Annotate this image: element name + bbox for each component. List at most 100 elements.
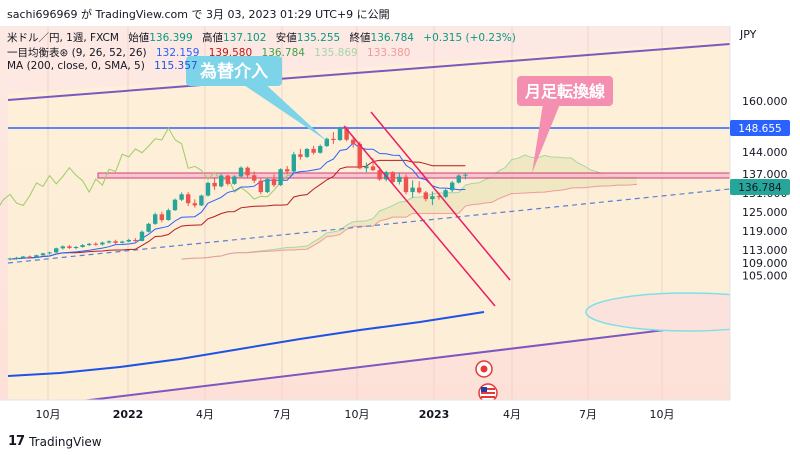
- candle-body: [265, 179, 270, 193]
- candle-body: [192, 203, 197, 206]
- candle-body: [219, 175, 224, 187]
- candle-body: [370, 166, 376, 171]
- time-tick-label: 7月: [273, 408, 291, 421]
- legend-open-label: 始値: [128, 32, 150, 44]
- ichimoku-cloud: [181, 154, 638, 260]
- candle-body: [403, 176, 409, 193]
- candle-body: [436, 196, 442, 198]
- candle-body: [139, 231, 145, 241]
- monthly-reversal-label: 月足転換線: [524, 82, 605, 101]
- candle-body: [298, 154, 303, 157]
- legend-change: +0.315 (+0.23%): [423, 32, 516, 44]
- price-tick-label: 119.000: [742, 225, 788, 238]
- legend-ichimoku-kijun: 139.580: [208, 47, 253, 59]
- tenkan-line: [9, 142, 466, 260]
- monthly-reversal-callout[interactable]: 月足転換線: [517, 76, 613, 173]
- candle-body: [14, 257, 19, 259]
- legend-close-label: 終値: [349, 32, 371, 44]
- hline-price-label: 148.655: [738, 123, 781, 135]
- legend-ichimoku-senkou-b: 133.380: [367, 47, 411, 59]
- publish-header: sachi696969 が TradingView.com で 3月 03, 2…: [0, 0, 800, 26]
- candle-body: [225, 175, 230, 184]
- event-icon-economic[interactable]: [475, 360, 493, 378]
- price-axis[interactable]: [730, 26, 800, 400]
- candle-body: [318, 146, 323, 153]
- candle-body: [232, 176, 237, 184]
- last-price-tag: [730, 179, 790, 195]
- legend-ichimoku-tenkan: 132.159: [155, 47, 200, 59]
- price-axis-currency: JPY: [739, 28, 757, 41]
- chart-area[interactable]: 為替介入 月足転換線 JPY 160.000152.000144.000137.…: [0, 26, 800, 427]
- intervention-callout[interactable]: 為替介入: [186, 56, 327, 141]
- candle-body: [271, 179, 277, 186]
- candle-body: [324, 138, 329, 147]
- candle-body: [377, 170, 382, 180]
- candle-body: [278, 169, 283, 186]
- legend-ma-line: MA (200, close, 0, SMA, 5) 115.357: [7, 60, 198, 72]
- candle-body: [87, 243, 92, 246]
- candle-body: [54, 248, 59, 253]
- candle-body: [166, 210, 171, 221]
- candle-body: [205, 182, 211, 196]
- candle-body: [186, 194, 191, 204]
- time-tick-label: 10月: [345, 408, 370, 421]
- candle-body: [285, 169, 290, 172]
- candle-body: [172, 199, 178, 211]
- intervention-label: 為替介入: [200, 61, 268, 82]
- candle-body: [258, 180, 263, 193]
- candle-body: [337, 127, 343, 141]
- candle-body: [291, 154, 296, 172]
- price-tick-label: 109.000: [742, 257, 788, 270]
- candle-body: [67, 246, 72, 248]
- legend-ichimoku-line: 一目均衡表⊛ (9, 26, 52, 26) 132.159 139.580 1…: [7, 45, 410, 60]
- cloud-fill: [181, 155, 637, 260]
- time-tick-label: 2023: [419, 408, 450, 421]
- candle-body: [100, 242, 105, 245]
- legend-low: 135.255: [296, 32, 341, 44]
- kijun-line: [9, 159, 466, 260]
- candle-body: [430, 196, 435, 200]
- time-tick-label: 4月: [196, 408, 214, 421]
- falling-channel-lower[interactable]: [343, 125, 496, 307]
- last-price-label: 136.784: [738, 182, 782, 194]
- candles-group: [7, 126, 468, 261]
- candle-body: [423, 192, 428, 200]
- candle-body: [113, 241, 118, 243]
- candle-body: [463, 174, 468, 176]
- candle-body: [7, 258, 13, 260]
- falling-channel-upper[interactable]: [370, 111, 511, 281]
- candle-body: [212, 182, 217, 187]
- time-tick-label: 2022: [113, 408, 144, 421]
- candle-body: [417, 187, 422, 193]
- legend-high: 137.102: [223, 32, 267, 44]
- candle-body: [21, 256, 26, 258]
- channel-upper-line[interactable]: [7, 43, 731, 101]
- candle-body: [106, 241, 112, 243]
- legend-high-label: 高値: [202, 32, 223, 44]
- legend-low-label: 安値: [275, 32, 297, 44]
- ma200-line[interactable]: [7, 311, 485, 377]
- ichimoku-settings-icon[interactable]: ⊛: [59, 47, 69, 59]
- candle-body: [93, 243, 98, 245]
- candle-body: [80, 245, 85, 247]
- candle-body: [73, 247, 79, 248]
- time-axis[interactable]: [0, 400, 730, 427]
- candle-body: [443, 190, 448, 197]
- candle-body: [153, 214, 158, 224]
- price-tick-label: 160.000: [742, 95, 788, 108]
- dashed-trendline[interactable]: [7, 188, 731, 264]
- candle-body: [456, 175, 461, 183]
- legend-ma-label: MA (200, close, 0, SMA, 5): [7, 60, 145, 72]
- us-flag-icon[interactable]: [478, 383, 498, 403]
- candle-body: [40, 253, 46, 256]
- time-tick-label: 10月: [650, 408, 675, 421]
- channel-lower-line[interactable]: [7, 321, 731, 411]
- tradingview-logo[interactable]: 17 TradingView: [8, 434, 102, 449]
- candle-body: [47, 252, 52, 254]
- candle-body: [331, 138, 336, 141]
- tradingview-logo-icon: 17: [8, 434, 25, 449]
- candle-body: [252, 175, 257, 181]
- resistance-band[interactable]: [97, 172, 731, 179]
- legend-symbol: 米ドル／円, 1週, FXCM: [7, 32, 119, 44]
- legend-ichimoku-chikou: 136.784: [261, 47, 305, 59]
